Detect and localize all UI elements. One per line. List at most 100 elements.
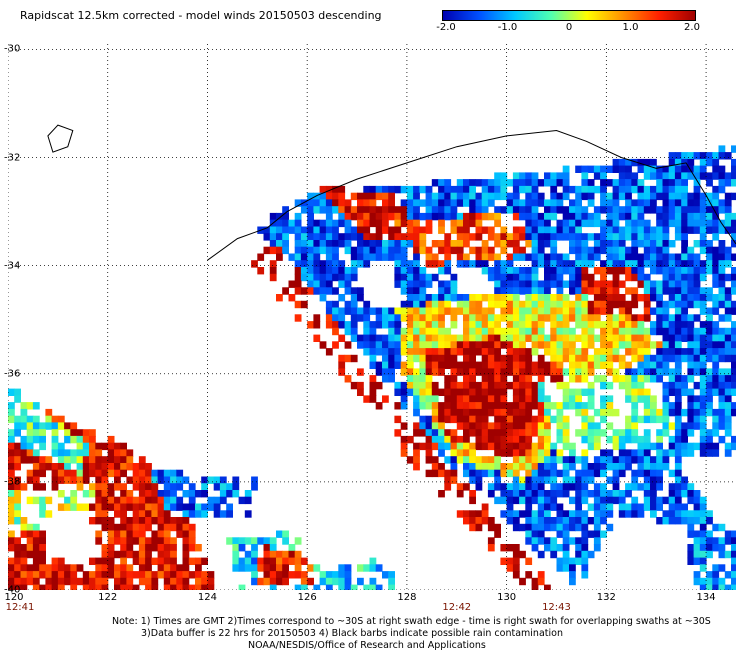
wind-cell [494,206,501,214]
wind-cell [269,550,277,559]
wind-cell [512,557,520,565]
wind-cell [282,212,289,221]
wind-cell [425,388,433,396]
pass-time-label: 12:41 [5,602,35,613]
wind-cell [556,172,564,180]
wind-cell [643,442,651,451]
wind-cell [525,233,533,241]
wind-cell [500,442,508,451]
wind-cell [562,463,570,471]
wind-cell [145,544,152,552]
wind-cell [562,395,570,403]
wind-cell [425,422,433,430]
wind-cell [506,564,514,572]
wind-cell [145,550,152,559]
wind-cell [674,280,682,288]
wind-cell [269,537,277,545]
wind-cell [662,517,670,525]
wind-cell [32,402,40,410]
wind-cell [687,368,695,376]
wind-cell [606,341,614,349]
wind-cell [587,179,595,187]
wind-cell [668,253,676,261]
wind-cell [693,577,701,586]
wind-cell [300,246,308,255]
wind-cell [537,314,545,322]
wind-cell [706,517,713,525]
wind-cell [494,233,501,241]
latitude-tick-label: -40 [4,584,21,596]
wind-cell [338,584,346,590]
wind-cell [39,537,46,545]
wind-cell [263,577,271,586]
wind-cell [569,476,576,484]
wind-cell [668,442,676,451]
wind-cell [600,273,607,282]
wind-cell [138,483,146,491]
wind-cell [625,260,632,268]
wind-cell [631,456,639,464]
wind-cell [89,442,96,451]
wind-cell [600,361,607,369]
wind-cell [444,381,452,390]
wind-cell [170,544,177,552]
wind-cell [51,571,59,579]
wind-cell [170,557,177,565]
wind-cell [456,368,464,376]
wind-cell [450,240,458,248]
wind-cell [706,395,713,403]
wind-cell [120,490,127,498]
wind-cell [512,348,520,356]
wind-cell [487,267,495,275]
wind-cell [369,348,377,356]
wind-cell [469,307,476,315]
wind-cell [562,172,570,180]
wind-cell [487,483,495,491]
wind-cell [550,253,558,261]
wind-cell [494,321,501,329]
wind-cell [519,435,526,444]
wind-cell [662,280,670,288]
wind-cell [712,422,720,430]
wind-cell [70,449,78,457]
wind-cell [706,544,713,552]
wind-cell [650,206,657,214]
wind-cell [681,192,688,201]
wind-cell [681,354,688,363]
wind-cell [544,361,551,369]
wind-cell [431,435,439,444]
wind-cell [525,375,533,383]
wind-cell [388,206,395,214]
wind-cell [188,571,196,579]
wind-cell [344,341,352,349]
wind-cell [481,456,489,464]
wind-cell [338,334,346,342]
wind-cell [219,490,227,498]
wind-cell [357,564,364,572]
wind-cell [338,307,346,315]
wind-cell [126,564,134,572]
wind-cell [612,300,620,309]
wind-cell [382,185,389,194]
wind-cell [406,233,414,241]
wind-cell [699,584,707,590]
wind-cell [556,429,564,437]
wind-cell [207,577,215,586]
wind-cell [487,408,495,417]
wind-cell [481,354,489,363]
wind-cell [593,523,601,532]
wind-cell [494,375,501,383]
wind-cell [637,388,645,396]
wind-cell [562,523,570,532]
wind-cell [463,361,470,369]
wind-cell [556,435,564,444]
wind-cell [51,429,59,437]
longitude-tick-label: 120 [4,592,24,603]
wind-cell [369,361,377,369]
wind-cell [531,442,539,451]
wind-cell [276,212,283,221]
wind-cell [400,348,408,356]
wind-cell [531,334,539,342]
wind-cell [251,483,258,491]
wind-cell [681,435,688,444]
